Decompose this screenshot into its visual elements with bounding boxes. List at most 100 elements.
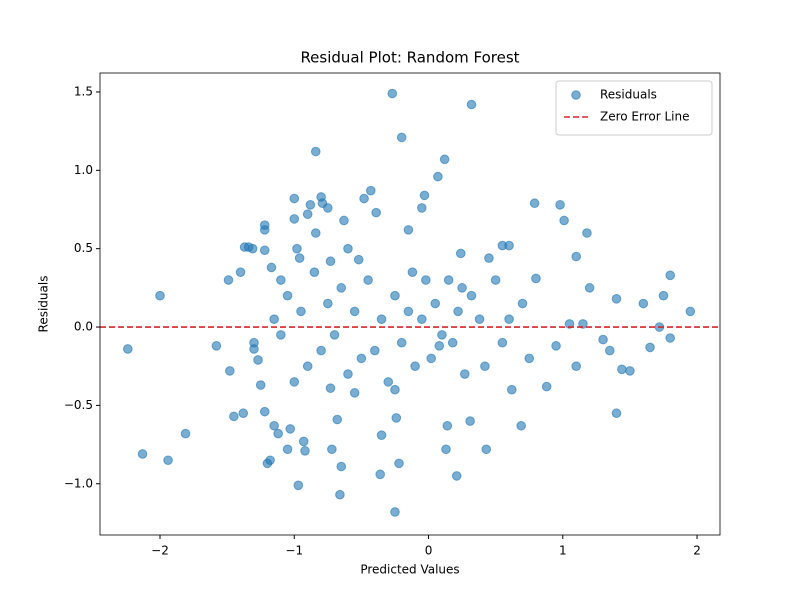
y-tick-label: 0.0 [74,320,93,334]
point [269,314,279,325]
point [403,225,414,235]
point [335,489,345,500]
point [296,306,306,317]
point [300,446,310,456]
point [293,480,304,491]
point [455,248,466,259]
point [155,290,165,301]
point [497,337,508,348]
point [390,507,400,517]
point [529,198,540,209]
point [376,430,387,440]
point [611,294,622,304]
chart-title: Residual Plot: Random Forest [300,49,519,67]
point [289,193,300,204]
x-tick-label: −2 [151,544,169,558]
point [247,243,258,254]
point [617,364,627,375]
point [375,469,385,480]
point [323,298,333,309]
point [541,381,552,392]
point [276,330,286,340]
point [582,228,592,238]
point [658,290,669,301]
legend-label: Zero Error Line [600,110,690,124]
point [323,203,333,213]
y-tick-label: 0.5 [74,241,93,255]
point [310,228,321,238]
point [407,267,418,277]
point [419,190,430,201]
y-tick-label: −1.0 [64,476,93,490]
point [229,411,239,422]
point [433,171,443,182]
point [365,185,376,196]
point [430,298,441,309]
point [339,215,349,226]
x-tick-label: −1 [285,544,303,558]
point [211,341,222,351]
point [329,330,340,340]
point [282,444,293,455]
x-tick-label: 2 [693,544,701,558]
plot-frame [99,72,721,536]
point [282,290,293,301]
point [490,275,501,285]
point [555,199,565,210]
point [421,275,431,285]
point [302,361,313,372]
point [465,416,475,426]
point [517,298,528,309]
point [625,366,635,376]
point [289,214,300,224]
point [484,253,494,263]
point [457,283,467,293]
point [235,267,246,277]
point [391,413,402,423]
point [390,290,400,301]
point [604,345,615,356]
point [638,298,649,309]
point [474,314,485,325]
point [466,99,477,110]
point [269,420,279,431]
point [273,428,283,439]
point [611,408,622,419]
legend: Residuals Zero Error Line [555,80,713,136]
point [571,251,582,262]
point [504,240,514,251]
point [310,146,321,157]
legend-label: Residuals [600,88,657,102]
point [665,333,675,343]
point [259,406,270,417]
y-tick-label: 1.0 [74,163,93,177]
point [442,420,453,431]
point [238,408,249,419]
point [302,209,313,220]
point [439,154,450,165]
point [363,275,373,285]
point [417,203,427,213]
point [396,132,407,143]
x-axis-label: Predicted Values [360,563,459,577]
point [370,345,380,356]
point [426,353,437,364]
point [387,88,398,99]
point [584,283,595,293]
y-axis-label: Residuals [37,276,51,333]
point [255,380,266,390]
point [327,444,337,455]
point [265,455,275,466]
point [356,353,367,364]
point [249,344,259,354]
point [259,245,270,256]
point [289,377,300,387]
point [336,461,347,472]
point [564,319,575,329]
point [294,253,305,263]
point [285,424,296,434]
point [225,366,235,376]
point [441,444,451,455]
y-tick-label: −0.5 [64,398,93,412]
y-tick-label: 1.5 [74,84,93,98]
